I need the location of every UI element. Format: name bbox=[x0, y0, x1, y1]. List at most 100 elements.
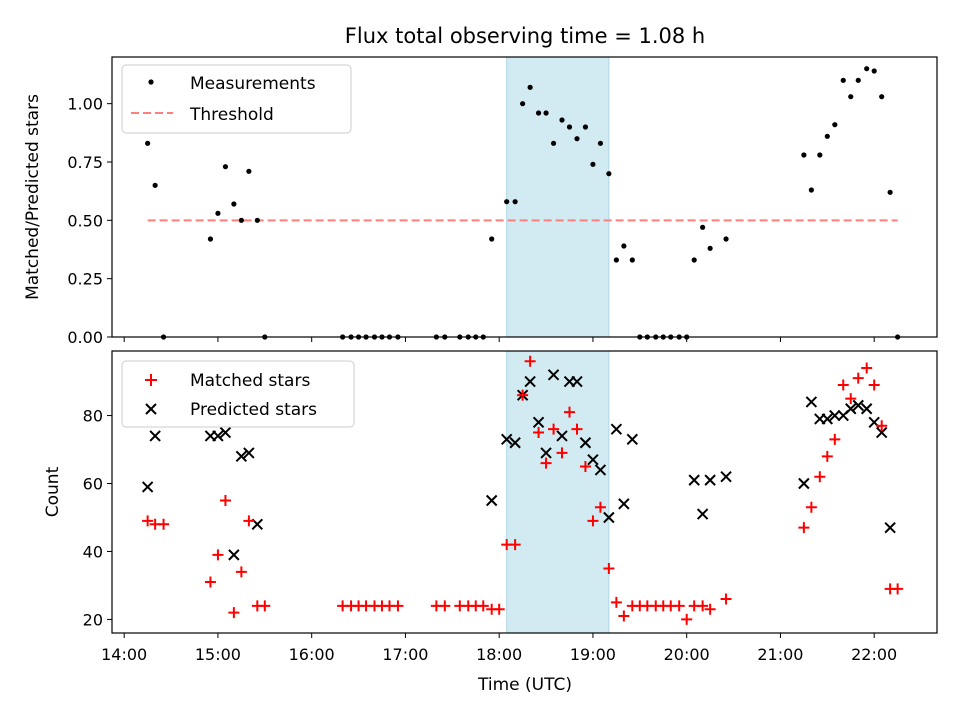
matched-star-point bbox=[892, 583, 904, 595]
matched-star-point bbox=[212, 549, 224, 561]
matched-star-point bbox=[697, 600, 709, 612]
measurement-point bbox=[582, 124, 589, 130]
x-tick-label: 18:00 bbox=[476, 645, 522, 664]
matched-star-point bbox=[673, 600, 685, 612]
predicted-star-point bbox=[579, 437, 592, 449]
bottom-legend: Matched stars Predicted stars bbox=[121, 360, 355, 428]
predicted-star-point bbox=[141, 481, 154, 493]
measurement-point bbox=[855, 77, 861, 83]
legend-matched-marker bbox=[145, 374, 157, 386]
matched-star-point bbox=[720, 593, 732, 605]
matched-star-point bbox=[845, 393, 857, 405]
x-tick-label: 17:00 bbox=[382, 645, 428, 664]
matched-star-point bbox=[540, 457, 552, 469]
measurement-point bbox=[152, 182, 158, 188]
measurement-point bbox=[629, 257, 635, 263]
measurement-point bbox=[520, 101, 526, 107]
matched-star-point bbox=[548, 423, 560, 435]
top-plot-frame bbox=[111, 56, 938, 338]
matched-star-point bbox=[876, 420, 888, 432]
predicted-star-point bbox=[540, 447, 552, 459]
predicted-star-point bbox=[212, 430, 224, 442]
predicted-star-point bbox=[805, 396, 818, 408]
bottom-plot-frame bbox=[111, 350, 938, 634]
top-legend-box bbox=[121, 64, 352, 134]
predicted-star-point bbox=[532, 416, 545, 429]
measurement-point bbox=[512, 199, 518, 205]
legend-predicted-label: Predicted stars bbox=[190, 400, 317, 420]
predicted-star-point bbox=[875, 426, 888, 439]
matched-star-point bbox=[571, 423, 583, 435]
predicted-star-point bbox=[149, 430, 161, 442]
measurement-point bbox=[606, 171, 612, 177]
top-panel: 0.00 0.25 0.50 0.75 1.00 Matched/Predicted s… bbox=[23, 56, 938, 347]
matched-star-point bbox=[603, 562, 615, 574]
matched-star-point bbox=[681, 613, 693, 625]
x-tick-label: 16:00 bbox=[289, 645, 335, 664]
top-y-tick-label: 0.75 bbox=[67, 153, 103, 172]
bottom-shaded-region bbox=[506, 350, 610, 634]
matched-star-point bbox=[556, 447, 568, 459]
measurement-point bbox=[145, 140, 151, 146]
matched-star-point bbox=[493, 603, 505, 615]
matched-star-point bbox=[158, 518, 170, 530]
top-x-ticks bbox=[123, 337, 875, 342]
matched-star-point bbox=[861, 362, 873, 374]
bottom-y-tick-label: 80 bbox=[83, 407, 103, 426]
predicted-star-point bbox=[720, 471, 732, 483]
top-shaded-region bbox=[506, 56, 610, 338]
measurement-point bbox=[832, 122, 838, 128]
matched-star-point bbox=[579, 461, 591, 473]
measurement-point bbox=[824, 133, 830, 139]
bottom-panel: 20 40 60 80 14:00 15:00 16:00 17:00 18:00 19:00 2… bbox=[43, 350, 938, 695]
matched-star-point bbox=[821, 450, 833, 462]
top-y-tick-label: 0.00 bbox=[67, 328, 103, 347]
measurement-point bbox=[527, 84, 533, 90]
predicted-star-point bbox=[704, 474, 716, 486]
legend-threshold-label: Threshold bbox=[189, 105, 274, 125]
matched-star-point bbox=[814, 471, 826, 483]
matched-star-point bbox=[204, 576, 216, 588]
matched-star-point bbox=[594, 501, 606, 513]
predicted-star-point bbox=[688, 474, 700, 486]
measurement-point bbox=[543, 110, 549, 116]
measurement-point bbox=[707, 245, 713, 251]
matched-star-point bbox=[392, 600, 404, 612]
measurement-point bbox=[691, 257, 697, 263]
matched-star-point bbox=[259, 600, 271, 612]
x-tick-label: 21:00 bbox=[757, 645, 803, 664]
predicted-star-point bbox=[219, 426, 232, 439]
top-legend: Measurements Threshold bbox=[121, 64, 352, 134]
top-y-tick-label: 0.50 bbox=[67, 211, 103, 230]
measurement-point bbox=[550, 140, 557, 146]
matched-star-point bbox=[524, 355, 536, 367]
measurement-point bbox=[207, 236, 214, 242]
predicted-star-point bbox=[610, 423, 623, 435]
measurement-point bbox=[535, 110, 542, 116]
x-tick-label: 22:00 bbox=[851, 645, 897, 664]
matched-star-point bbox=[228, 607, 240, 619]
matched-star-point bbox=[798, 522, 810, 534]
predicted-star-point bbox=[243, 447, 255, 459]
measurement-point bbox=[879, 94, 885, 100]
bottom-y-axis-label: Count bbox=[43, 466, 63, 517]
measurement-point bbox=[801, 152, 807, 158]
predicted-star-point bbox=[829, 409, 841, 422]
bottom-x-axis: 14:00 15:00 16:00 17:00 18:00 19:00 20:00 21:00… bbox=[101, 633, 897, 664]
predicted-star-point bbox=[618, 498, 630, 510]
predicted-star-point bbox=[547, 369, 560, 381]
x-tick-label: 15:00 bbox=[195, 645, 241, 664]
matched-star-point bbox=[829, 433, 841, 445]
measurement-point bbox=[254, 217, 260, 223]
matched-star-point bbox=[564, 406, 575, 418]
measurement-point bbox=[723, 236, 729, 242]
matched-star-point bbox=[533, 427, 545, 439]
measurement-point bbox=[817, 152, 823, 158]
matched-star-point bbox=[439, 600, 451, 612]
matched-star-point bbox=[610, 596, 622, 608]
predicted-star-point bbox=[696, 508, 709, 520]
top-y-axis: 0.00 0.25 0.50 0.75 1.00 bbox=[67, 95, 112, 347]
predicted-star-point bbox=[228, 549, 240, 561]
measurement-point bbox=[559, 117, 565, 123]
predicted-star-point bbox=[524, 375, 536, 388]
